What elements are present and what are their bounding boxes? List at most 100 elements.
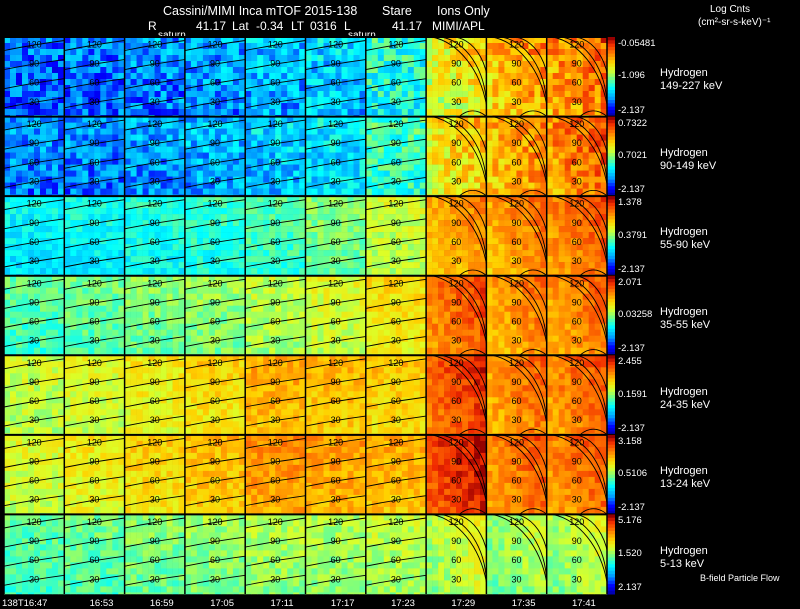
contour-label: 60: [511, 555, 521, 565]
contour-line: [245, 59, 306, 71]
contour-line: [501, 354, 548, 423]
contour-label: 30: [210, 336, 220, 346]
contour-line: [3, 437, 65, 449]
contour-label: 90: [391, 457, 401, 467]
l-value: 41.17: [392, 19, 423, 33]
contour-label: 60: [572, 78, 582, 88]
contour-label: 30: [210, 574, 220, 584]
contour-line: [124, 517, 185, 529]
contour-label: 120: [569, 437, 584, 447]
panel-r5-c6: 120 90 60 30: [365, 434, 427, 515]
contour-label: 120: [509, 119, 524, 129]
row-energy-label: 55-90 keV: [660, 239, 711, 252]
panel-r3-c3: 120 90 60 30: [184, 275, 246, 356]
row-energy-label: 24-35 keV: [660, 398, 711, 411]
contour-label: 60: [210, 396, 220, 406]
panel-r3-c1: 120 90 60 30: [64, 275, 125, 356]
contour-label: 60: [150, 317, 160, 327]
panel-r5-c7: 120 90 60 30: [426, 428, 500, 515]
contour-line: [64, 437, 125, 449]
contour-label: 60: [270, 78, 280, 88]
colorbar-max-label: 2.455: [618, 356, 642, 368]
contour-label: 90: [89, 218, 99, 228]
contour-line: [64, 377, 125, 389]
panel-r5-c8: 120 90 60 30: [486, 428, 560, 515]
contour-line: [3, 377, 65, 389]
contour-line: [561, 354, 608, 423]
contour-label: 30: [391, 495, 401, 505]
panel-r6-c7: 120 90 60 30: [426, 508, 500, 595]
contour-label: 120: [328, 517, 343, 527]
contour-label: 120: [509, 517, 524, 527]
contour-label: 60: [150, 555, 160, 565]
contour-line: [365, 176, 427, 188]
colorbar-mid-label: 0.1591: [618, 388, 648, 400]
r-value: 41.17: [196, 19, 227, 33]
contour-label: 120: [87, 119, 102, 129]
contour-label: 30: [331, 256, 341, 266]
contour-line: [3, 199, 65, 211]
time-label: 17:05: [210, 598, 234, 609]
panel-r3-c0: 120 90 60 30: [3, 275, 65, 356]
l-label: L: [344, 19, 351, 33]
row-species-label: Hydrogen: [660, 305, 708, 318]
contour-label: 60: [89, 555, 99, 565]
contour-label: 30: [29, 176, 39, 186]
contour-line: [184, 358, 246, 370]
contour-label: 60: [210, 476, 220, 486]
contour-label: 30: [150, 336, 160, 346]
row-species-label: Hydrogen: [660, 226, 708, 239]
contour-label: 90: [270, 138, 280, 148]
contour-label: 120: [449, 119, 464, 129]
contour-line: [579, 269, 621, 344]
contour-line: [64, 97, 125, 109]
contour-line: [124, 396, 185, 408]
panel-r6-c4: 120 90 60 30: [245, 514, 306, 595]
contour-label: 90: [89, 536, 99, 546]
contour-label: 30: [29, 97, 39, 107]
colorbar-min-label: 2.137: [618, 582, 642, 593]
contour-label: 90: [29, 457, 39, 467]
contour-label: 90: [270, 218, 280, 228]
contour-line: [492, 354, 548, 424]
contour-label: 30: [150, 256, 160, 266]
contour-line: [561, 513, 608, 583]
contour-line: [64, 555, 125, 567]
contour-label: 60: [451, 237, 461, 247]
contour-line: [124, 536, 185, 548]
contour-label: 60: [391, 555, 401, 565]
contour-line: [64, 415, 125, 427]
contour-label: 60: [210, 78, 220, 88]
contour-label: 90: [451, 457, 461, 467]
contour-line: [305, 237, 366, 249]
panel-r4-c3: 120 90 60 30: [184, 355, 246, 436]
contour-line: [365, 199, 427, 211]
contour-line: [64, 199, 125, 211]
colorbar-r1: [607, 116, 615, 197]
contour-line: [124, 138, 185, 150]
contour-line: [124, 574, 185, 586]
contour-line: [245, 517, 306, 529]
panel-r1-c1: 120 90 60 30: [64, 116, 125, 197]
contour-line: [64, 157, 125, 169]
contour-line: [124, 415, 185, 427]
contour-line: [245, 138, 306, 150]
contour-line: [184, 40, 246, 51]
contour-label: 120: [87, 437, 102, 447]
contour-label: 60: [572, 555, 582, 565]
contour-line: [124, 358, 185, 370]
contour-label: 120: [27, 199, 42, 209]
contour-label: 30: [331, 495, 341, 505]
contour-line: [3, 218, 65, 230]
contour-line: [365, 555, 427, 567]
contour-label: 60: [572, 396, 582, 406]
time-label: 16:59: [149, 598, 174, 609]
panel-r4-c8: 120 90 60 30: [486, 349, 560, 436]
contour-line: [184, 237, 246, 249]
contour-label: 30: [331, 415, 341, 425]
contour-label: 30: [29, 574, 39, 584]
contour-label: 30: [29, 415, 39, 425]
contour-label: 120: [207, 517, 222, 527]
contour-label: 90: [391, 377, 401, 387]
contour-line: [245, 536, 306, 548]
